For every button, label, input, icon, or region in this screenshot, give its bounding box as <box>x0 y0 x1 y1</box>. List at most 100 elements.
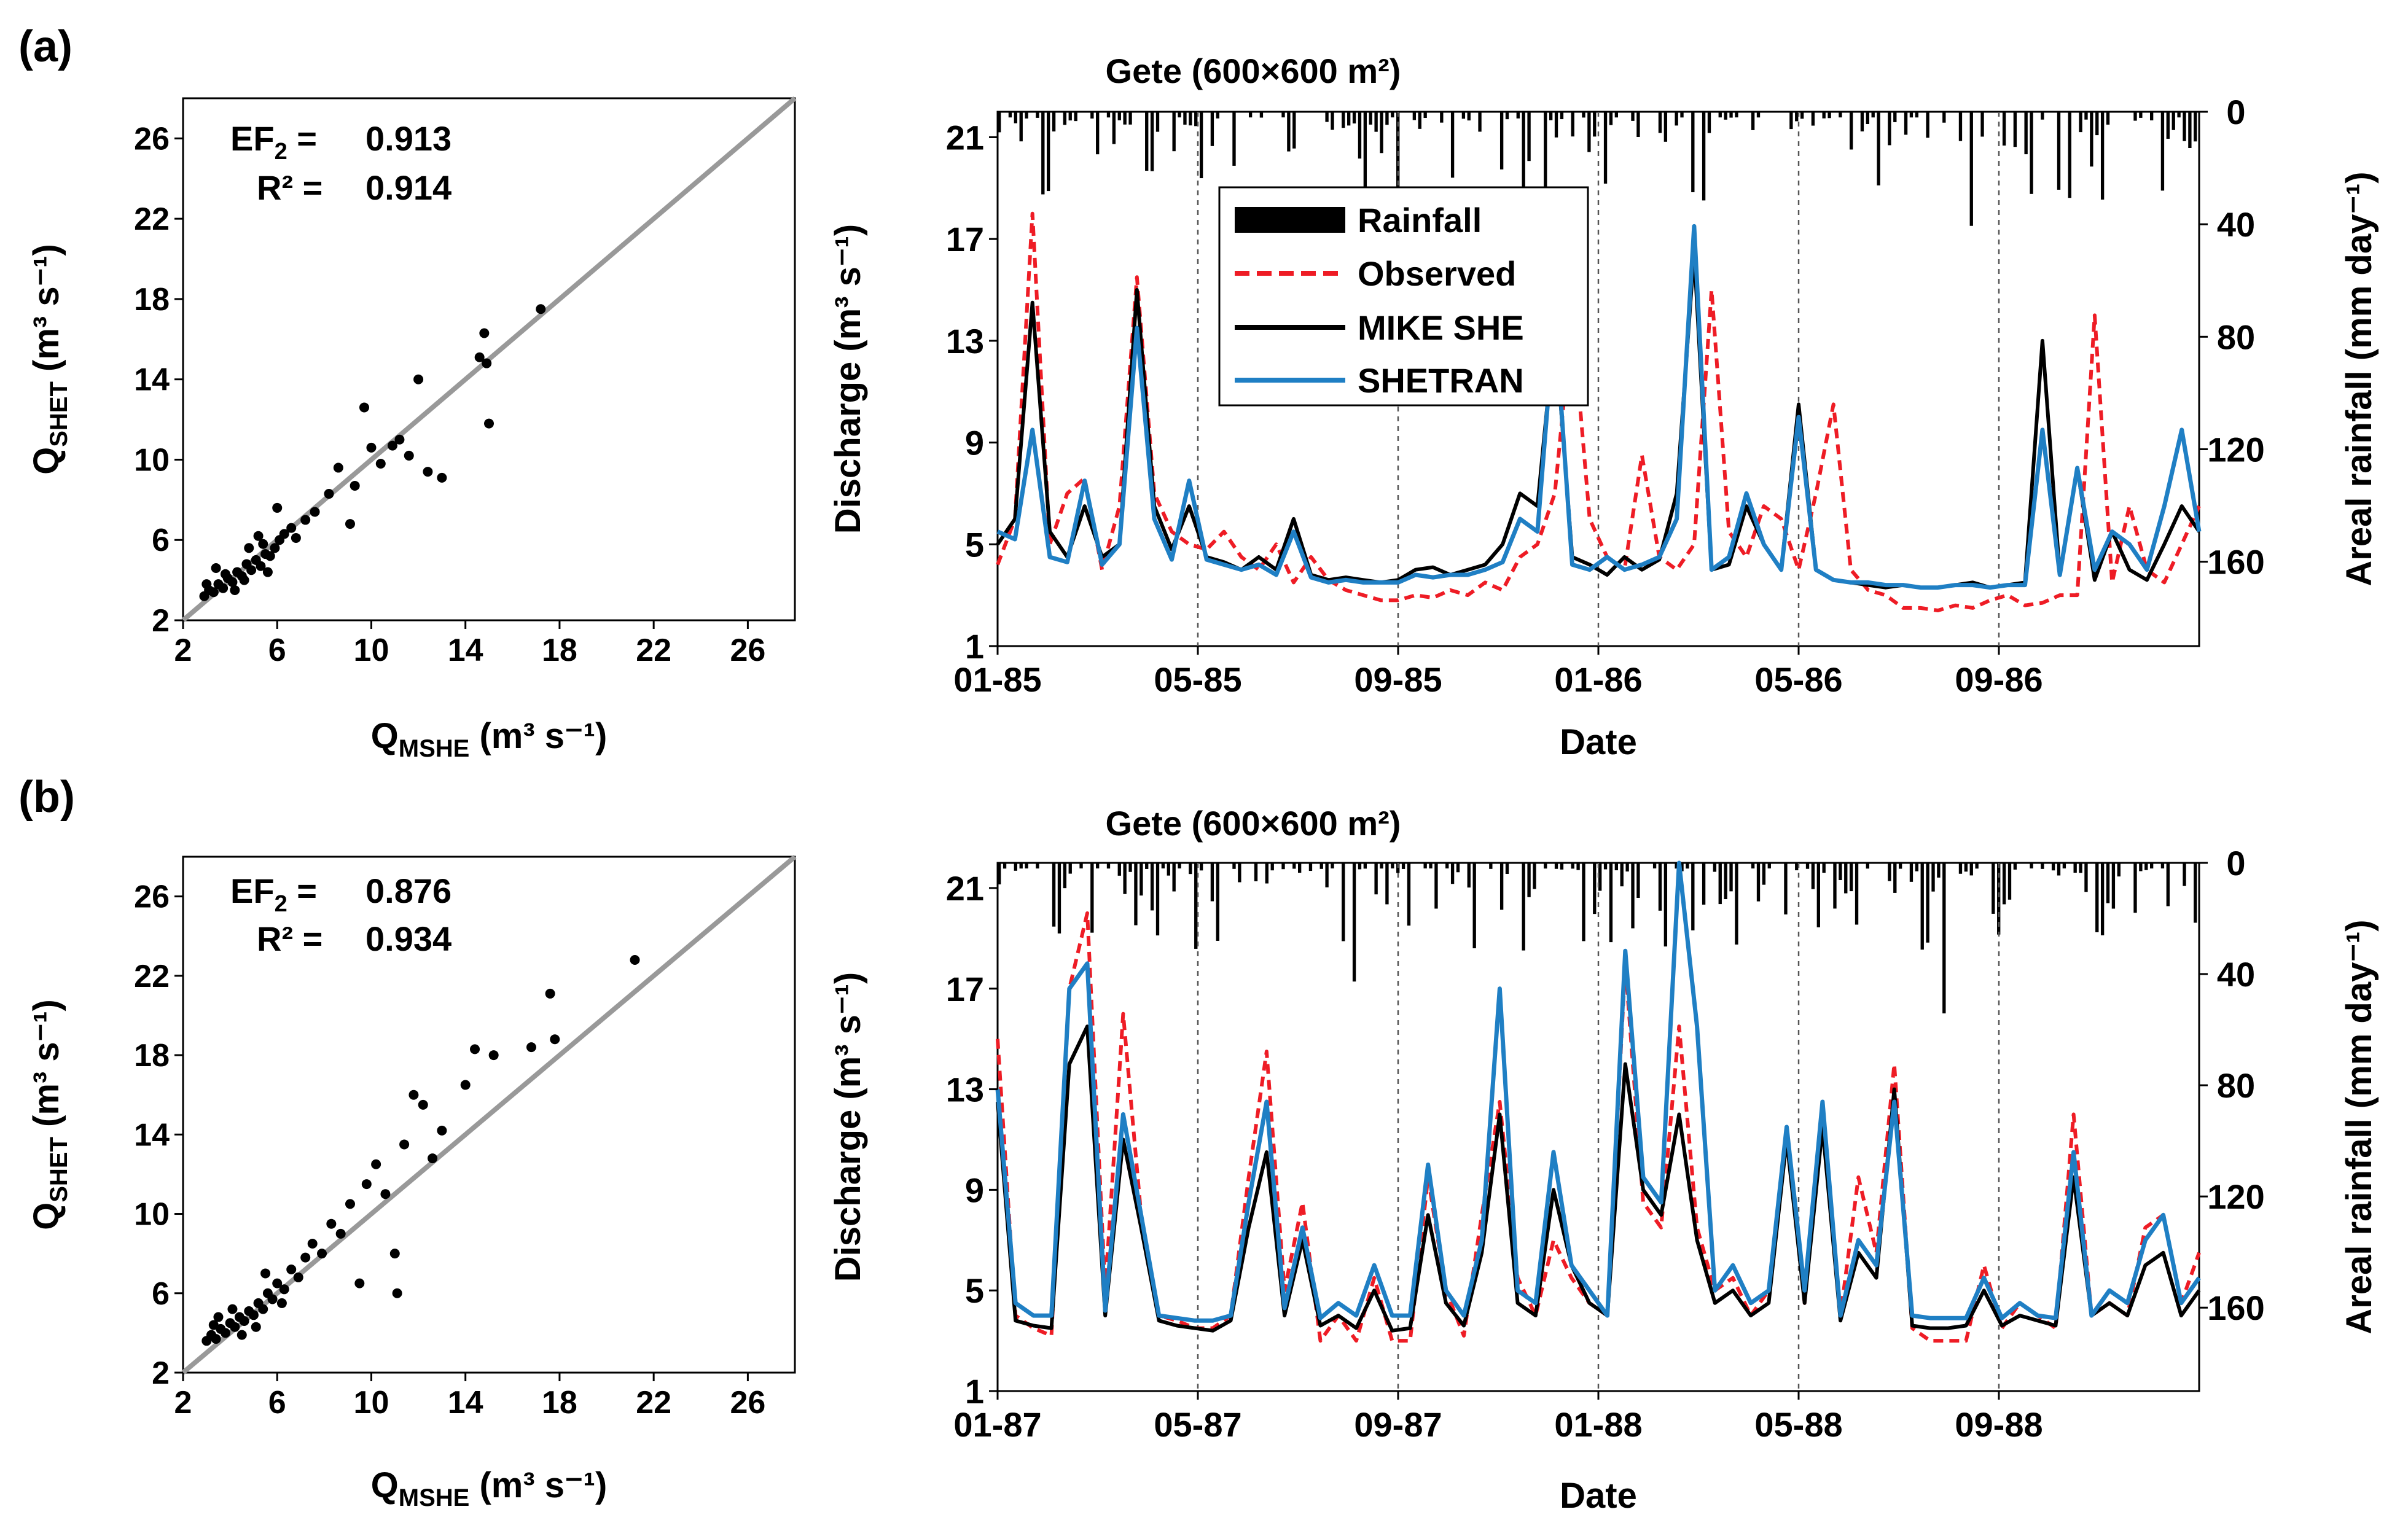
scatter-point <box>258 539 268 549</box>
rainfall-bar <box>1544 863 1547 869</box>
x-tick-label: 01-87 <box>953 1405 1041 1444</box>
rainfall-bar <box>1232 863 1236 869</box>
rainfall-bar <box>1014 112 1018 123</box>
scatter-point <box>260 1268 271 1279</box>
rainfall-bar <box>1391 112 1394 118</box>
timeseries-b-rainfall-bars <box>998 863 2197 1014</box>
y-tick-label: 5 <box>965 525 984 564</box>
ef2-label-b: EF2 = <box>230 871 317 917</box>
rainfall-bar <box>1199 112 1203 179</box>
rainfall-bar <box>1516 112 1520 119</box>
rainfall-bar <box>2133 112 2137 121</box>
rainfall-bar <box>2188 112 2192 148</box>
scatter-point <box>387 440 397 451</box>
rainfall-bar <box>1036 112 1039 118</box>
rainfall-bar <box>1380 112 1383 154</box>
rainfall-bar <box>1254 863 1258 881</box>
scatter-point <box>488 1050 499 1061</box>
rainfall-bar <box>1554 863 1558 869</box>
rainfall-bar <box>2106 863 2110 903</box>
series-shetran <box>996 224 2202 590</box>
scatter-point <box>630 955 640 965</box>
rainfall-bar <box>1505 863 1509 874</box>
rainfall-bar <box>2177 112 2181 118</box>
rainfall-bar <box>1342 863 1345 941</box>
y-tick-label: 21 <box>946 118 984 157</box>
rainfall-bar <box>1423 863 1427 869</box>
rainfall-bar <box>2194 863 2197 923</box>
rainfall-bar <box>1319 863 1323 869</box>
rainfall-bar <box>1019 863 1023 869</box>
rainfall-bar <box>1068 112 1072 121</box>
rainfall-bar <box>1342 112 1345 128</box>
x-tick-label: 01-86 <box>1554 660 1642 699</box>
timeseries-b: Gete (600×600 m²) 1 5 9 13 17 21 0 40 80 120 160 01… <box>828 804 2379 1516</box>
rain-tick-label: 80 <box>2217 318 2255 356</box>
rainfall-bar <box>1472 863 1476 949</box>
rainfall-bar <box>1189 863 1192 875</box>
rainfall-bar <box>1270 863 1274 871</box>
rainfall-bar <box>1713 863 1717 872</box>
scatter-point <box>361 1179 372 1190</box>
rainfall-bar <box>1369 112 1372 125</box>
y-tick-label: 17 <box>946 220 984 259</box>
y-tick-label: 2 <box>152 1355 170 1391</box>
rainfall-bar <box>1429 863 1433 869</box>
scatter-point <box>267 1294 278 1304</box>
scatter-b-ylabel: QSHET (m³ s⁻¹) <box>26 999 72 1230</box>
rainfall-bar <box>1374 112 1378 132</box>
rainfall-bar <box>1167 863 1170 876</box>
rainfall-bar <box>1178 112 1181 118</box>
rainfall-bar <box>1958 863 1963 874</box>
timeseries-a-series <box>996 211 2202 612</box>
scatter-point <box>350 480 360 491</box>
rainfall-bar <box>1593 863 1597 914</box>
rainfall-bar <box>1658 112 1662 133</box>
scatter-point <box>208 587 219 598</box>
x-tick-label: 09-88 <box>1955 1405 2043 1444</box>
y-tick-label: 9 <box>965 1171 984 1209</box>
rainfall-bar <box>1718 863 1722 905</box>
rainfall-bar <box>1849 863 1853 892</box>
scatter-point <box>317 1249 327 1259</box>
rainfall-bar <box>1292 863 1296 869</box>
y-tick-label: 26 <box>134 879 170 915</box>
rainfall-bar <box>1347 112 1351 126</box>
rainfall-bar <box>1702 112 1706 201</box>
rainfall-bar <box>1445 863 1449 869</box>
y-tick-label: 21 <box>946 869 984 908</box>
rainfall-bar <box>1298 863 1302 873</box>
rainfall-bar <box>1811 112 1815 126</box>
scatter-point <box>389 1249 400 1259</box>
rainfall-bar <box>1112 112 1116 144</box>
series-shetran <box>995 860 2201 1323</box>
r2-value-b: 0.934 <box>366 919 452 958</box>
rainfall-bar <box>1822 863 1826 873</box>
rainfall-bar <box>1571 112 1574 137</box>
rainfall-bar <box>1461 112 1466 119</box>
rainfall-bar <box>1729 112 1733 118</box>
rainfall-bar <box>1450 112 1455 178</box>
scatter-point <box>375 459 386 469</box>
scatter-point <box>335 1228 346 1239</box>
rainfall-bar <box>1603 112 1608 184</box>
rainfall-bar <box>1325 863 1329 887</box>
rainfall-bar <box>1025 863 1028 869</box>
rainfall-bar <box>2095 863 2099 932</box>
scatter-point <box>272 1278 283 1288</box>
x-tick-label: 05-85 <box>1154 660 1241 699</box>
rainfall-bar <box>1391 863 1394 869</box>
rainfall-bar <box>1866 112 1869 124</box>
rainfall-bar <box>1888 863 1891 881</box>
scatter-point <box>326 1218 337 1229</box>
rainfall-bar <box>1691 863 1695 930</box>
scatter-point <box>258 1304 268 1314</box>
rainfall-bar <box>1893 863 1897 893</box>
x-tick-label: 10 <box>354 633 389 668</box>
y-tick-label: 26 <box>134 121 170 157</box>
rainfall-bar <box>1216 863 1219 941</box>
rainfall-bar <box>1308 863 1313 871</box>
rainfall-bar <box>1549 112 1553 120</box>
scatter-point <box>218 583 229 593</box>
timeseries-b-xlabel: Date <box>1560 1476 1637 1516</box>
